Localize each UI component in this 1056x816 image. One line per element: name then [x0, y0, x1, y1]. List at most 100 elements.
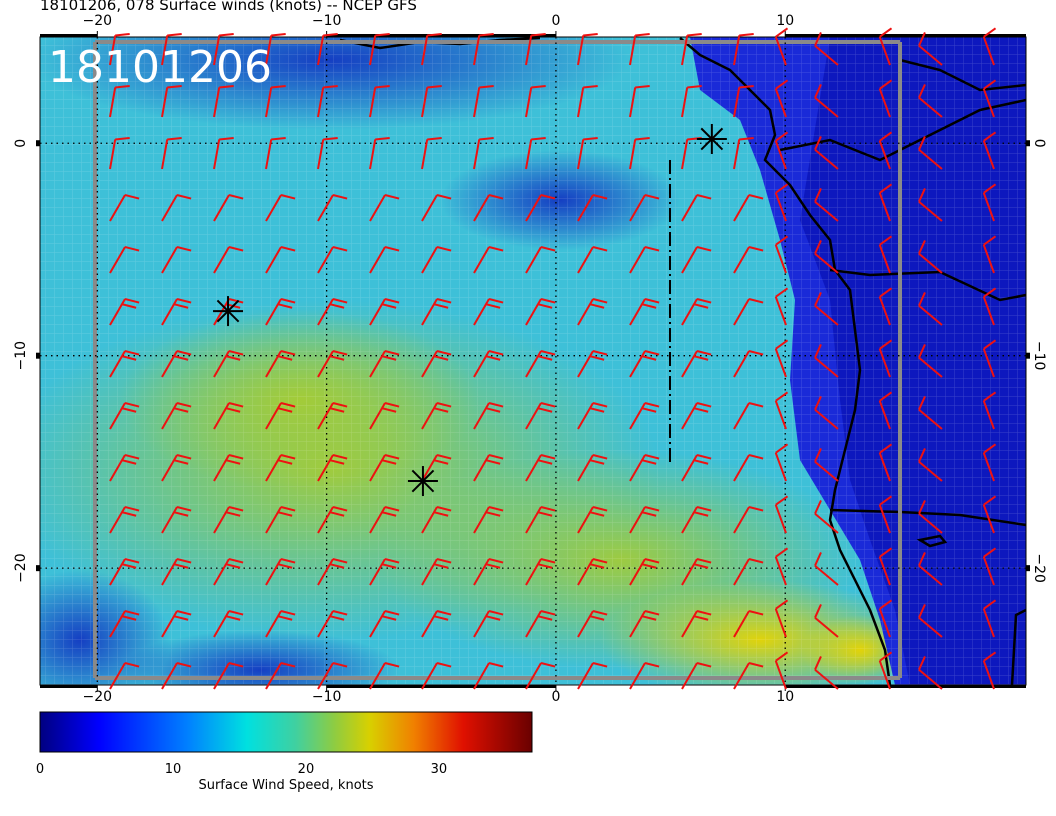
wind-barb	[681, 662, 712, 690]
wind-barb	[525, 558, 556, 586]
wind-barb	[161, 350, 192, 378]
graticule	[39, 34, 1027, 688]
wind-barb	[525, 298, 556, 326]
wind-barb	[814, 32, 839, 66]
wind-barb	[814, 344, 839, 378]
wind-barb	[213, 350, 244, 378]
wind-barb	[265, 246, 296, 274]
wind-barb	[733, 246, 764, 274]
wind-barb	[265, 136, 286, 170]
wind-barb	[265, 610, 296, 638]
wind-barb	[421, 454, 452, 482]
wind-barb	[681, 246, 712, 274]
colorbar-gradient	[39, 711, 533, 753]
wind-barb	[213, 402, 244, 430]
wind-barb	[577, 246, 608, 274]
wind-barb	[681, 32, 702, 66]
wind-barb	[369, 402, 400, 430]
wind-barb	[421, 662, 452, 690]
wind-barb	[681, 454, 712, 482]
frame-bar	[785, 34, 1026, 37]
wind-barb	[369, 350, 400, 378]
wind-barb	[814, 500, 839, 534]
wind-barb	[577, 662, 608, 690]
wind-barb	[161, 662, 192, 690]
wind-barb	[109, 194, 140, 222]
time-stamp: 18101206	[48, 42, 272, 93]
lat-tick-label-left: −10	[13, 341, 29, 371]
wind-barb	[577, 402, 608, 430]
wind-barb	[733, 402, 764, 430]
wind-barb	[629, 558, 660, 586]
wind-barb	[814, 240, 839, 274]
wind-barb	[774, 547, 789, 586]
wind-barb	[681, 506, 712, 534]
wind-barb	[109, 298, 140, 326]
wind-barb	[733, 298, 764, 326]
wind-barb	[265, 350, 296, 378]
wind-barb	[681, 402, 712, 430]
wind-barb	[161, 402, 192, 430]
wind-barb	[213, 662, 244, 690]
wind-speed-field	[40, 37, 1026, 685]
lat-tick-mark	[36, 140, 40, 147]
wind-barb	[109, 136, 130, 170]
wind-barb	[317, 32, 338, 66]
wind-barb	[369, 194, 400, 222]
colorbar-tick-label: 20	[298, 762, 315, 777]
wind-barb	[265, 194, 296, 222]
wind-barb	[878, 339, 893, 378]
wind-barb	[774, 599, 789, 638]
wind-barb	[161, 136, 182, 170]
colorbar-tick-label: 0	[36, 762, 44, 777]
wind-barb	[733, 454, 764, 482]
wind-barb	[878, 287, 893, 326]
wind-barb	[525, 610, 556, 638]
wind-barb	[317, 84, 338, 118]
wind-barb	[369, 558, 400, 586]
wind-barb	[369, 246, 400, 274]
wind-barb	[525, 32, 546, 66]
wind-barb	[473, 194, 504, 222]
wind-barb	[918, 32, 943, 66]
wind-barb	[109, 610, 140, 638]
wind-barb	[629, 662, 660, 690]
wind-barb	[878, 27, 893, 66]
wind-barb	[421, 610, 452, 638]
wind-barb	[629, 454, 660, 482]
frame-bar	[40, 685, 98, 688]
wind-barb	[878, 495, 893, 534]
wind-barb	[525, 84, 546, 118]
wind-barb	[473, 350, 504, 378]
wind-barb	[681, 610, 712, 638]
wind-barb	[161, 454, 192, 482]
wind-barb	[161, 84, 182, 118]
wind-barb	[317, 662, 348, 690]
wind-barb	[109, 246, 140, 274]
wind-barb	[473, 610, 504, 638]
wind-barb	[161, 246, 192, 274]
wind-barb	[161, 610, 192, 638]
wind-barb	[577, 32, 598, 66]
wind-barb	[109, 662, 140, 690]
wind-barb	[878, 183, 893, 222]
wind-barb	[265, 298, 296, 326]
wind-barb	[473, 298, 504, 326]
wind-barb	[814, 448, 839, 482]
wind-barb	[774, 79, 789, 118]
wind-barb	[577, 194, 608, 222]
wind-barb	[629, 246, 660, 274]
longitude-ticks: −20 −20 −10 −10 0 0 10 10	[83, 13, 795, 705]
wind-barb	[577, 350, 608, 378]
wind-barb	[265, 558, 296, 586]
wind-barb	[982, 391, 997, 430]
colorbar-ticks: 0 10 20 30	[36, 762, 447, 777]
wind-barb	[421, 84, 442, 118]
wind-barb	[982, 183, 997, 222]
wind-barb	[421, 506, 452, 534]
wind-barb	[814, 84, 839, 118]
wind-barb	[814, 396, 839, 430]
wind-barb	[733, 610, 764, 638]
wind-barb	[473, 558, 504, 586]
storm-marker-2	[407, 466, 438, 497]
